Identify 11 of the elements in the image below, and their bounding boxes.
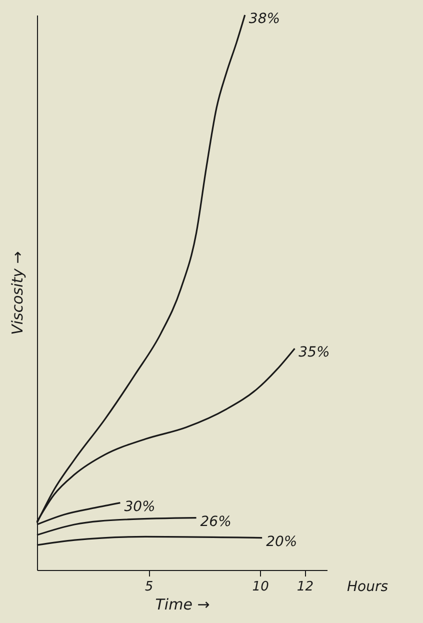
series-label: 30% <box>124 498 156 515</box>
series-label: 38% <box>248 11 280 27</box>
text: Hours <box>347 579 388 595</box>
x-tick-label: 5 <box>144 580 154 594</box>
x-tick-label: 10 <box>252 580 269 594</box>
series-label: 26% <box>200 514 232 530</box>
y-axis-title: Viscosity → <box>8 251 26 335</box>
x-axis-title: Time → <box>155 596 210 614</box>
series-label: 20% <box>266 534 298 550</box>
series-label: 35% <box>298 344 330 361</box>
x-tick-label: 12 <box>296 580 314 594</box>
